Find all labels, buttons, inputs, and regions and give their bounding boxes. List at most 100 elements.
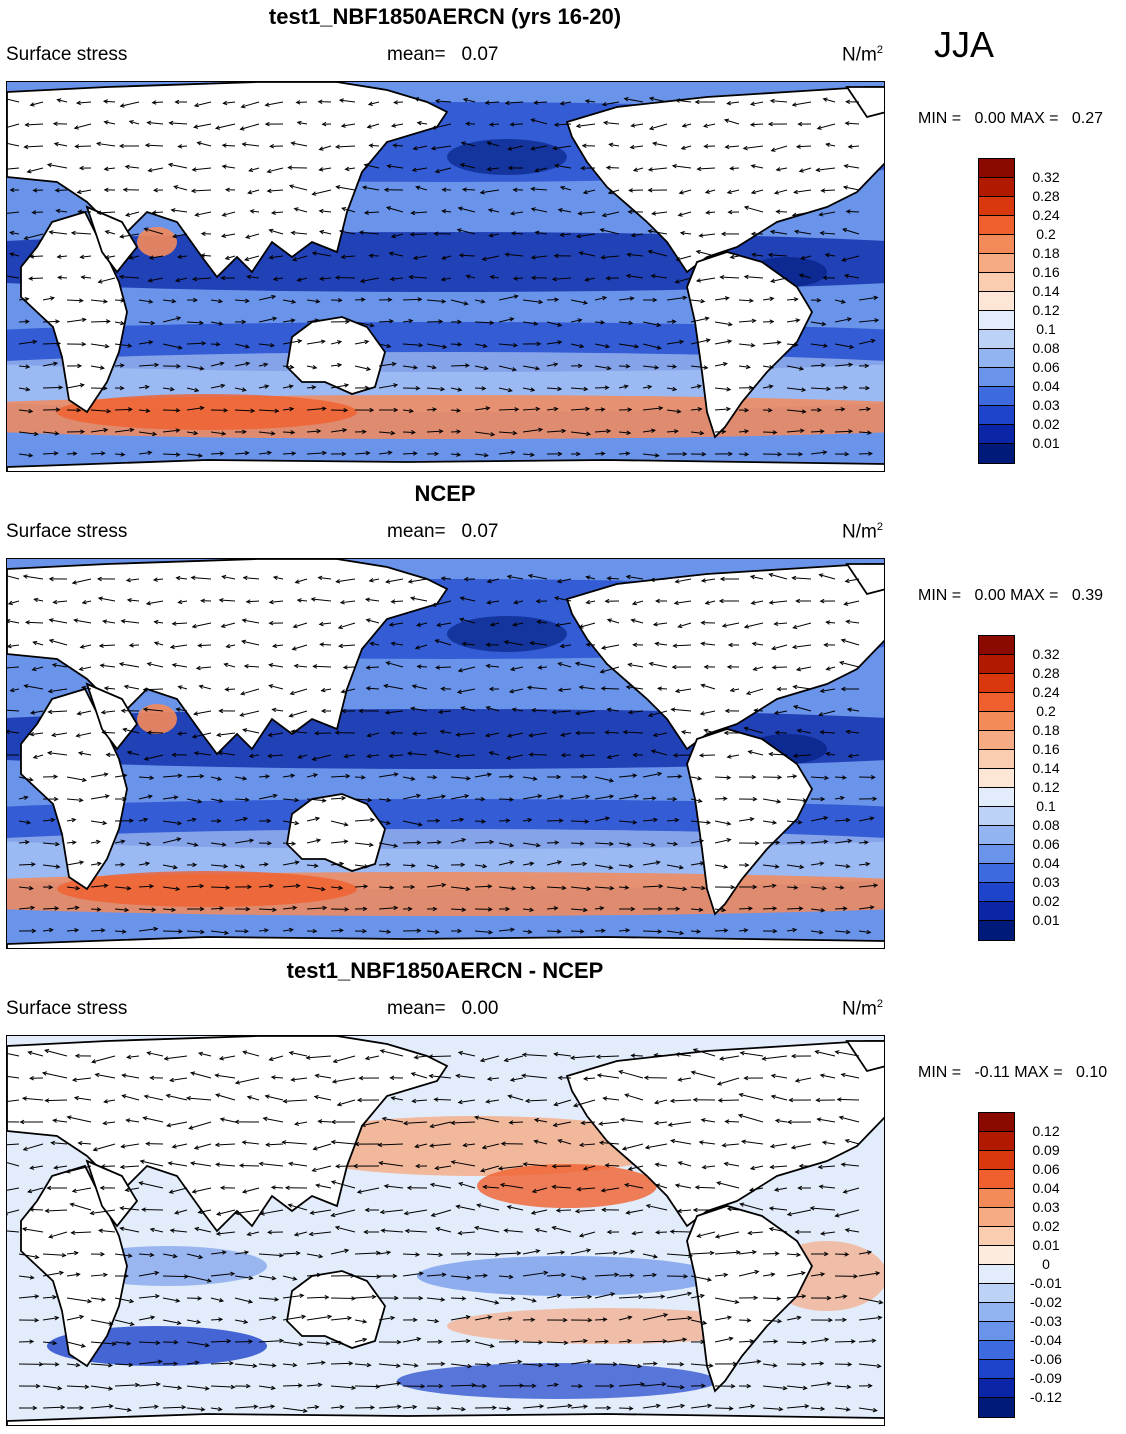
wind-stress-arrowhead (366, 733, 372, 738)
wind-stress-arrowhead (74, 928, 80, 933)
wind-stress-vector (431, 1209, 452, 1217)
wind-stress-vector (458, 1231, 476, 1234)
wind-stress-arrowhead (750, 1404, 756, 1409)
wind-stress-arrowhead (47, 750, 53, 756)
wind-stress-vector (426, 320, 443, 323)
wind-stress-arrowhead (752, 796, 758, 802)
wind-stress-arrowhead (364, 339, 370, 345)
wind-stress-vector (162, 387, 174, 391)
wind-stress-arrowhead (457, 319, 463, 325)
wind-stress-vector (361, 1121, 380, 1127)
wind-stress-vector (642, 930, 662, 933)
wind-stress-vector (66, 819, 76, 822)
wind-stress-vector (123, 728, 140, 734)
wind-stress-arrowhead (628, 188, 634, 193)
wind-stress-arrowhead (428, 1054, 433, 1059)
wind-stress-arrowhead (315, 299, 321, 304)
wind-stress-vector (570, 387, 588, 390)
wind-stress-arrowhead (77, 751, 83, 756)
wind-stress-vector (570, 795, 590, 800)
wind-stress-arrowhead (776, 799, 782, 804)
wind-stress-arrowhead (293, 1232, 299, 1237)
wind-stress-vector (480, 189, 500, 194)
wind-stress-vector (263, 1117, 284, 1123)
wind-stress-arrowhead (821, 321, 827, 327)
wind-stress-vector (162, 317, 181, 323)
wind-stress-vector (426, 430, 443, 433)
wind-stress-vector (522, 842, 540, 847)
wind-stress-arrowhead (824, 252, 830, 258)
wind-stress-arrowhead (230, 1384, 236, 1390)
wind-stress-vector (435, 1165, 452, 1169)
wind-stress-vector (306, 817, 320, 822)
wind-stress-vector (44, 1049, 68, 1057)
wind-stress-arrowhead (321, 121, 327, 127)
wind-stress-vector (42, 386, 63, 389)
wind-stress-arrowhead (696, 1233, 702, 1238)
wind-stress-arrowhead (314, 1073, 320, 1079)
wind-stress-vector (534, 1119, 548, 1123)
wind-stress-arrowhead (104, 794, 110, 799)
wind-stress-arrowhead (139, 1159, 145, 1164)
wind-stress-vector (586, 576, 596, 580)
wind-stress-arrowhead (128, 1362, 134, 1368)
wind-stress-vector (602, 211, 620, 217)
wind-stress-vector (191, 189, 212, 192)
wind-stress-vector (762, 1252, 779, 1255)
wind-stress-arrowhead (698, 1140, 704, 1145)
wind-stress-arrowhead (816, 125, 822, 130)
wind-stress-arrowhead (108, 1321, 114, 1326)
wind-stress-arrowhead (528, 733, 534, 738)
wind-stress-vector (594, 1274, 619, 1277)
wind-stress-vector (7, 167, 20, 170)
wind-stress-arrowhead (508, 1274, 514, 1280)
wind-stress-arrowhead (460, 141, 466, 146)
wind-stress-arrowhead (75, 733, 81, 738)
wind-stress-vector (258, 295, 276, 301)
wind-stress-vector (546, 1363, 559, 1366)
wind-stress-vector (430, 1143, 452, 1147)
wind-stress-arrowhead (483, 452, 489, 458)
wind-stress-arrowhead (462, 97, 468, 103)
wind-stress-vector (235, 1209, 260, 1214)
wind-stress-vector (575, 662, 596, 668)
continent-outline (565, 1040, 884, 1228)
wind-stress-arrowhead (690, 1070, 696, 1075)
wind-stress-arrowhead (126, 885, 132, 891)
wind-stress-arrowhead (512, 276, 518, 281)
colorbar-swatch (979, 330, 1014, 349)
wind-stress-vector (402, 1363, 418, 1367)
wind-stress-arrowhead (104, 343, 110, 349)
wind-stress-arrowhead (28, 1207, 34, 1212)
wind-stress-arrowhead (692, 1207, 698, 1213)
wind-stress-arrowhead (241, 1140, 247, 1145)
wind-stress-vector (843, 186, 860, 191)
wind-stress-vector (793, 686, 812, 690)
wind-stress-vector (642, 1253, 658, 1258)
wind-stress-arrowhead (847, 838, 853, 844)
wind-stress-vector (554, 1053, 572, 1057)
wind-stress-arrowhead (325, 1341, 331, 1346)
wind-stress-vector (391, 642, 404, 646)
wind-stress-vector (666, 842, 678, 845)
wind-stress-vector (498, 451, 515, 455)
wind-stress-arrowhead (301, 1314, 307, 1320)
wind-stress-vector (645, 1143, 668, 1149)
wind-stress-arrowhead (79, 1405, 85, 1411)
wind-stress-arrowhead (601, 101, 607, 107)
wind-stress-vector (510, 123, 524, 126)
wind-stress-vector (247, 275, 260, 279)
wind-stress-vector (682, 123, 692, 127)
wind-stress-arrowhead (29, 1165, 35, 1170)
wind-stress-arrowhead (479, 1057, 485, 1063)
wind-stress-vector (306, 365, 317, 369)
wind-stress-arrowhead (288, 384, 294, 389)
wind-stress-arrowhead (671, 319, 677, 324)
wind-stress-arrowhead (249, 838, 255, 843)
wind-stress-vector (260, 1209, 284, 1215)
wind-stress-vector (223, 101, 236, 104)
wind-stress-vector (66, 886, 80, 890)
wind-stress-vector (354, 885, 368, 888)
wind-stress-vector (18, 387, 30, 391)
wind-stress-vector (415, 186, 428, 191)
